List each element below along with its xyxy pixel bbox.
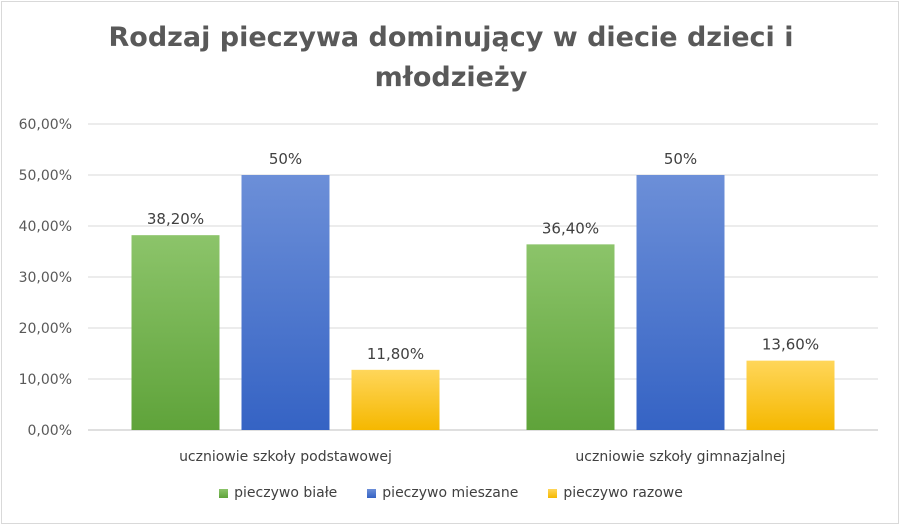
y-tick-label: 60,00% bbox=[19, 117, 72, 133]
y-tick-label: 20,00% bbox=[19, 321, 72, 337]
legend-swatch bbox=[219, 488, 229, 498]
category-label: uczniowie szkoły podstawowej bbox=[179, 449, 392, 465]
bars bbox=[131, 175, 835, 430]
y-tick-label: 0,00% bbox=[28, 423, 72, 439]
y-tick-label: 30,00% bbox=[19, 270, 72, 286]
legend: pieczywo białe pieczywo mieszane pieczywo … bbox=[0, 485, 902, 501]
bar bbox=[746, 360, 835, 430]
data-label: 11,80% bbox=[367, 345, 424, 363]
legend-item: pieczywo białe bbox=[219, 485, 337, 501]
gridlines bbox=[88, 123, 878, 431]
y-tick-label: 10,00% bbox=[19, 372, 72, 388]
chart-title: Rodzaj pieczywa dominujący w diecie dzie… bbox=[0, 18, 902, 98]
bar bbox=[636, 175, 725, 430]
category-label: uczniowie szkoły gimnazjalnej bbox=[575, 449, 785, 465]
legend-item: pieczywo mieszane bbox=[367, 485, 518, 501]
legend-label: pieczywo razowe bbox=[563, 485, 683, 501]
legend-item: pieczywo razowe bbox=[548, 485, 683, 501]
legend-label: pieczywo białe bbox=[234, 485, 338, 501]
data-label: 13,60% bbox=[762, 336, 819, 354]
y-tick-label: 50,00% bbox=[19, 168, 72, 184]
y-axis-ticks: 0,00% 10,00% 20,00% 30,00% 40,00% 50,00% 60,00… bbox=[19, 117, 72, 439]
data-labels: 38,20% 50% 11,80% 36,40% 50% 13,60% bbox=[147, 150, 819, 363]
legend-swatch bbox=[548, 488, 558, 498]
data-label: 38,20% bbox=[147, 210, 204, 228]
data-label: 50% bbox=[269, 150, 302, 168]
bar bbox=[351, 369, 440, 430]
bar bbox=[241, 175, 330, 430]
y-tick-label: 40,00% bbox=[19, 219, 72, 235]
legend-swatch bbox=[367, 488, 377, 498]
data-label: 36,40% bbox=[542, 219, 599, 237]
chart-title-line1: Rodzaj pieczywa dominujący w diecie dzie… bbox=[108, 22, 794, 53]
bar bbox=[131, 235, 220, 430]
data-label: 50% bbox=[664, 150, 697, 168]
category-labels: uczniowie szkoły podstawowej uczniowie sz… bbox=[179, 449, 786, 465]
chart-title-line2: młodzieży bbox=[374, 62, 528, 93]
bar bbox=[526, 244, 615, 430]
legend-label: pieczywo mieszane bbox=[382, 485, 519, 501]
